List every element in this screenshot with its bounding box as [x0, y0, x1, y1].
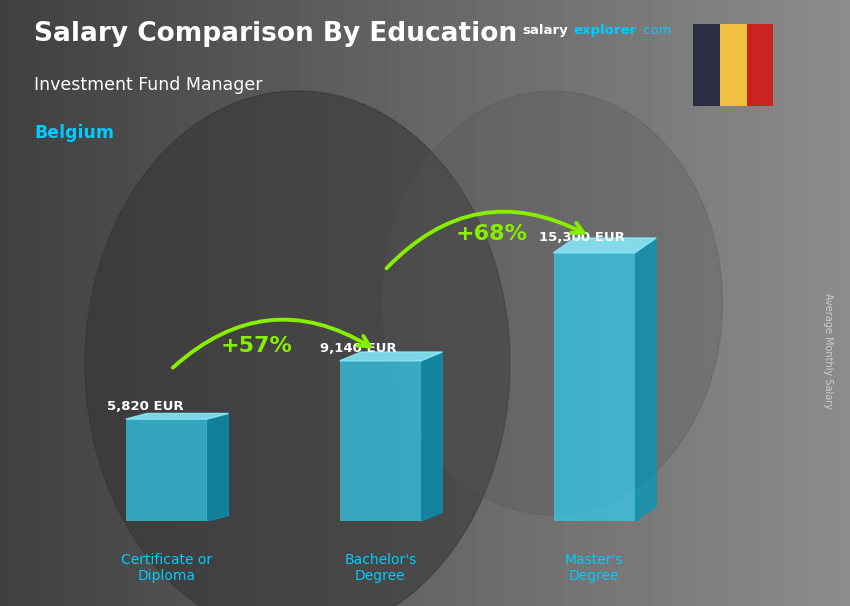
Polygon shape: [635, 238, 656, 521]
Polygon shape: [553, 238, 656, 253]
Text: 9,140 EUR: 9,140 EUR: [320, 342, 397, 355]
Text: explorer: explorer: [573, 24, 636, 37]
Bar: [126, 419, 207, 521]
Text: 5,820 EUR: 5,820 EUR: [106, 400, 184, 413]
Polygon shape: [340, 352, 442, 361]
Text: +57%: +57%: [220, 336, 292, 356]
Text: Salary Comparison By Education: Salary Comparison By Education: [34, 21, 517, 47]
Ellipse shape: [85, 91, 510, 606]
Text: Belgium: Belgium: [34, 124, 114, 142]
Text: Investment Fund Manager: Investment Fund Manager: [34, 76, 263, 94]
Text: Average Monthly Salary: Average Monthly Salary: [823, 293, 833, 410]
Text: .com: .com: [640, 24, 672, 37]
Bar: [746, 24, 774, 106]
Ellipse shape: [382, 91, 722, 515]
Bar: [720, 24, 746, 106]
Text: salary: salary: [523, 24, 569, 37]
Bar: [693, 24, 720, 106]
Text: Bachelor's
Degree: Bachelor's Degree: [344, 553, 416, 583]
Polygon shape: [126, 413, 229, 419]
Text: +68%: +68%: [456, 224, 528, 244]
Bar: [553, 253, 635, 521]
Polygon shape: [207, 413, 229, 521]
Bar: [340, 361, 421, 521]
Text: Certificate or
Diploma: Certificate or Diploma: [121, 553, 212, 583]
Text: 15,300 EUR: 15,300 EUR: [539, 231, 625, 244]
Text: Master's
Degree: Master's Degree: [565, 553, 623, 583]
Polygon shape: [421, 352, 442, 521]
